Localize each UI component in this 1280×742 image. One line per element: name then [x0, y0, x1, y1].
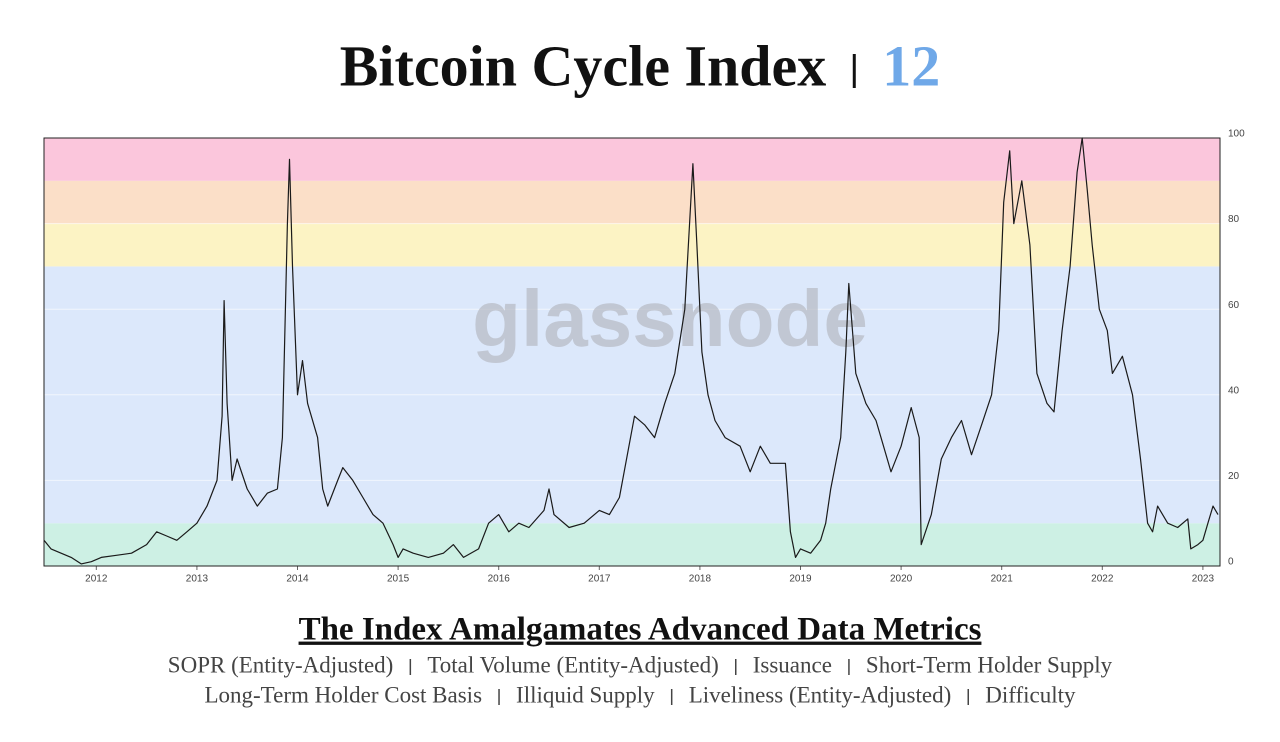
index-value: 12: [882, 33, 940, 98]
x-tick-label: 2018: [689, 574, 712, 585]
x-tick-label: 2023: [1192, 574, 1215, 585]
metric-label: Long-Term Holder Cost Basis: [204, 682, 482, 707]
x-tick-label: 2016: [488, 574, 511, 585]
x-tick-label: 2012: [85, 574, 108, 585]
x-tick-label: 2013: [186, 574, 209, 585]
x-tick-label: 2022: [1091, 574, 1114, 585]
y-tick-label: 60: [1228, 300, 1240, 311]
metric-label: Short-Term Holder Supply: [866, 652, 1113, 677]
metrics-heading: The Index Amalgamates Advanced Data Metr…: [299, 612, 982, 648]
watermark: glassnode: [472, 274, 868, 363]
y-tick-label: 40: [1228, 385, 1240, 396]
zone-band: [44, 138, 1220, 181]
metric-label: Illiquid Supply: [516, 682, 655, 707]
plot-frame: [43, 137, 1221, 567]
metric-label: Liveliness (Entity-Adjusted): [689, 682, 952, 707]
x-tick-label: 2017: [588, 574, 611, 585]
metric-label: Issuance: [753, 652, 832, 677]
metric-label: SOPR (Entity-Adjusted): [168, 652, 394, 677]
y-tick-label: 80: [1228, 214, 1240, 225]
x-tick-label: 2020: [890, 574, 913, 585]
metric-label: Difficulty: [985, 682, 1076, 707]
chart-title: Bitcoin Cycle Index: [340, 33, 827, 98]
zone-band: [44, 223, 1220, 267]
y-tick-label: 0: [1228, 557, 1234, 568]
x-tick-label: 2014: [286, 574, 309, 585]
zone-band: [44, 180, 1220, 224]
x-tick-label: 2019: [789, 574, 812, 585]
index-line: [43, 137, 1219, 565]
x-tick-label: 2015: [387, 574, 410, 585]
title-row: Bitcoin Cycle Index 12: [340, 33, 941, 98]
zone-band: [44, 523, 1220, 566]
y-tick-label: 20: [1228, 471, 1240, 482]
y-tick-label: 100: [1228, 129, 1245, 140]
metric-label: Total Volume (Entity-Adjusted): [427, 652, 718, 677]
x-tick-label: 2021: [991, 574, 1014, 585]
